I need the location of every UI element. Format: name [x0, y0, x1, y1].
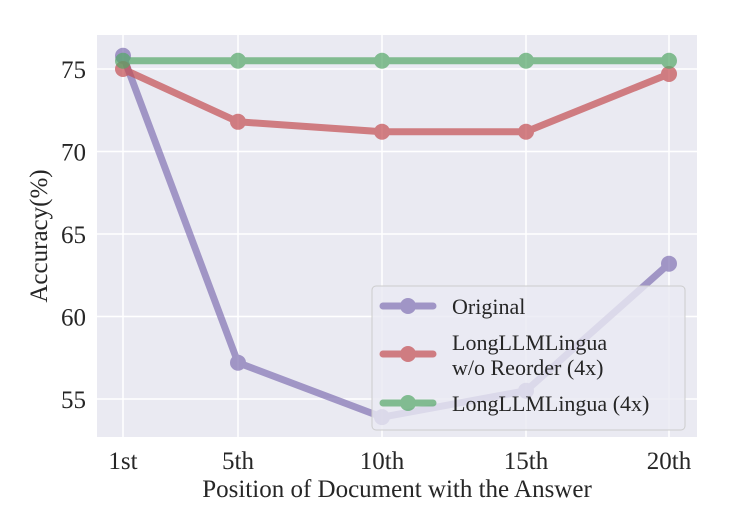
legend-label: LongLLMLingua (4x): [452, 391, 649, 416]
legend-box: [371, 285, 686, 431]
data-point: [230, 52, 246, 69]
x-tick-label: 10th: [360, 448, 405, 475]
data-point: [661, 65, 677, 82]
x-tick-labels: 1st 5th 10th 15th 20th: [108, 448, 691, 475]
legend-label: w/o Reorder (4x): [452, 355, 604, 380]
data-point: [661, 52, 677, 69]
data-point: [374, 52, 390, 69]
y-tick-label: 60: [61, 305, 86, 332]
y-tick-label: 55: [61, 387, 86, 414]
y-axis-label: Accuracy(%): [26, 169, 53, 302]
data-point: [115, 52, 131, 69]
data-point: [518, 52, 534, 69]
data-point: [518, 123, 534, 140]
legend-marker-icon: [400, 298, 416, 314]
legend-label: Original: [452, 294, 525, 319]
y-tick-label: 75: [61, 57, 86, 84]
y-tick-label: 65: [61, 222, 86, 249]
legend-label: LongLLMLingua: [452, 330, 607, 355]
y-tick-label: 70: [61, 140, 86, 167]
series-2: [115, 52, 677, 69]
x-tick-label: 1st: [108, 448, 137, 475]
legend-marker-icon: [400, 395, 416, 411]
x-tick-label: 15th: [504, 448, 549, 475]
y-tick-labels: 55 60 65 70 75: [61, 57, 86, 414]
data-point: [230, 354, 246, 371]
data-point: [230, 113, 246, 130]
data-point: [374, 123, 390, 140]
legend-item: Original: [379, 294, 525, 319]
series-1: [115, 61, 677, 140]
x-axis-label: Position of Document with the Answer: [202, 476, 592, 503]
legend-marker-icon: [400, 346, 416, 362]
legend-item: LongLLMLingua (4x): [379, 391, 649, 416]
x-tick-label: 5th: [222, 448, 254, 475]
data-point: [661, 255, 677, 272]
x-tick-label: 20th: [647, 448, 692, 475]
